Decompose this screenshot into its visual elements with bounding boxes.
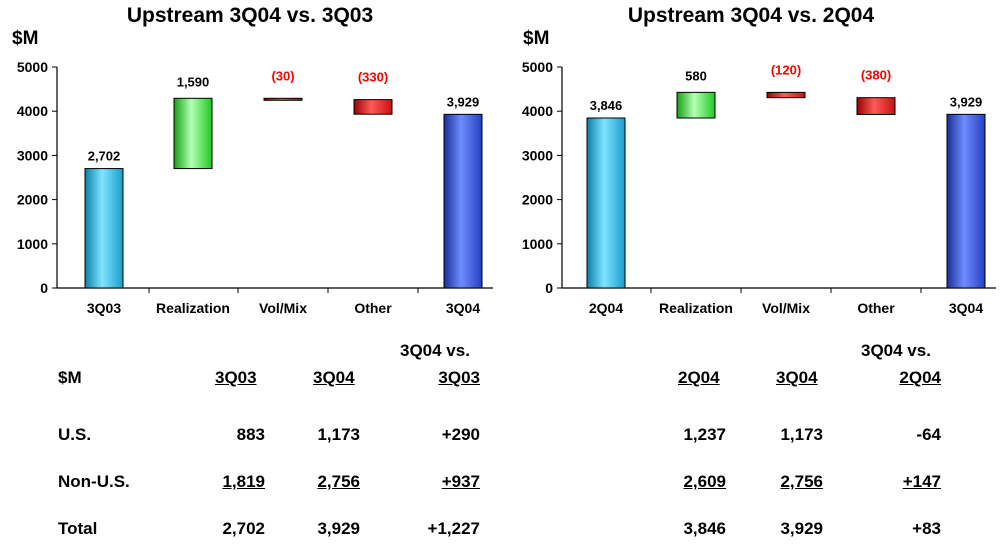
y-tick-label: 1000 xyxy=(17,236,48,252)
table-cell: +290 xyxy=(441,425,480,444)
table-col-header: 3Q03 xyxy=(438,368,480,387)
y-tick-label: 4000 xyxy=(17,103,48,119)
data-label: (380) xyxy=(861,68,891,83)
data-label: 3,929 xyxy=(950,94,983,109)
y-tick-label: 5000 xyxy=(522,59,553,75)
table-cell: +83 xyxy=(912,519,941,538)
table-cell: 3,929 xyxy=(780,519,823,538)
data-label: 1,590 xyxy=(177,74,210,89)
x-tick-label: Other xyxy=(857,300,895,316)
decrease-bar xyxy=(263,97,303,101)
table-col-header: 2Q04 xyxy=(899,368,941,387)
right-panel: Upstream 3Q04 vs. 2Q04 $M 0 1000 2000 3000 4… xyxy=(501,0,1001,546)
table-cell: +937 xyxy=(441,472,480,491)
table-row-label: Non-U.S. xyxy=(58,472,130,491)
table-cell: 2,756 xyxy=(780,472,823,491)
y-tick-label: 4000 xyxy=(522,103,553,119)
table-cell: -64 xyxy=(916,425,941,444)
table-col-header: 3Q03 xyxy=(215,368,257,387)
data-label: 3,929 xyxy=(447,94,480,109)
decrease-bar xyxy=(856,97,896,115)
table-col-header: 2Q04 xyxy=(678,368,720,387)
total-bar xyxy=(586,117,626,289)
y-tick-label: 5000 xyxy=(17,59,48,75)
table-cell: +147 xyxy=(902,472,941,491)
y-tick-label: 3000 xyxy=(17,147,48,163)
increase-bar xyxy=(676,91,716,119)
table-row-label: U.S. xyxy=(58,425,92,444)
table-cell: 3,929 xyxy=(317,519,360,538)
y-tick-label: 0 xyxy=(40,280,48,296)
table-col-header: 3Q04 xyxy=(313,368,355,387)
y-tick-label: 3000 xyxy=(522,147,553,163)
table-cell: 2,609 xyxy=(683,472,726,491)
table-cell: 1,173 xyxy=(780,425,823,444)
x-tick-label: Other xyxy=(354,300,392,316)
y-axis-unit-label: $M xyxy=(523,28,550,49)
table-col-header: 3Q04 vs. xyxy=(861,341,931,360)
table-cell: 2,756 xyxy=(317,472,360,491)
total-bar xyxy=(946,113,986,289)
table-cell: 3,846 xyxy=(683,519,726,538)
y-tick-label: 2000 xyxy=(17,192,48,208)
x-tick-label: Vol/Mix xyxy=(762,300,810,316)
table-col-header: 3Q04 xyxy=(776,368,818,387)
total-bar xyxy=(84,168,124,289)
x-tick-label: Realization xyxy=(156,300,230,316)
x-tick-label: 2Q04 xyxy=(589,300,623,316)
data-label: (330) xyxy=(358,70,388,85)
y-tick-label: 1000 xyxy=(522,236,553,252)
data-label: 2,702 xyxy=(88,149,121,164)
table-row-header: $M xyxy=(58,368,82,387)
table-cell: 2,702 xyxy=(222,519,265,538)
chart-title: Upstream 3Q04 vs. 3Q03 xyxy=(126,4,374,27)
data-label: 3,846 xyxy=(590,98,623,113)
table-cell: 1,237 xyxy=(683,425,726,444)
waterfall-chart-right: 0 1000 2000 3000 4000 5000 3,846 2Q04 580 Realiza… xyxy=(522,59,996,316)
total-bar xyxy=(443,113,483,289)
table-cell: 883 xyxy=(236,425,265,444)
data-table-left: $M 3Q03 3Q04 3Q04 vs. 3Q03 U.S. 883 1,17… xyxy=(0,0,500,546)
table-cell: 1,173 xyxy=(317,425,360,444)
table-cell: 1,819 xyxy=(222,472,265,491)
waterfall-chart-left: 0 1000 2000 3000 4000 5000 2,702 3Q03 1,590 Reali… xyxy=(17,59,493,316)
x-tick-label: Vol/Mix xyxy=(259,300,307,316)
y-tick-label: 0 xyxy=(545,280,553,296)
increase-bar xyxy=(173,97,213,170)
data-table-right: 2Q04 3Q04 3Q04 vs. 2Q04 1,237 1,173 -64 … xyxy=(501,0,1001,546)
y-tick-label: 2000 xyxy=(522,192,553,208)
x-tick-label: 3Q04 xyxy=(446,300,480,316)
x-tick-label: 3Q03 xyxy=(87,300,121,316)
x-tick-label: 3Q04 xyxy=(949,300,983,316)
y-axis-unit-label: $M xyxy=(12,28,39,49)
data-label: (30) xyxy=(271,68,294,83)
x-tick-label: Realization xyxy=(659,300,733,316)
table-row-label: Total xyxy=(58,519,98,538)
decrease-bar xyxy=(353,99,393,115)
chart-title: Upstream 3Q04 vs. 2Q04 xyxy=(627,4,875,27)
table-col-header: 3Q04 vs. xyxy=(400,341,470,360)
data-label: (120) xyxy=(771,62,801,77)
left-panel: Upstream 3Q04 vs. 3Q03 $M 0 1000 2000 3000 4… xyxy=(0,0,500,546)
decrease-bar xyxy=(766,91,806,99)
data-label: 580 xyxy=(685,68,707,83)
table-cell: +1,227 xyxy=(427,519,480,538)
